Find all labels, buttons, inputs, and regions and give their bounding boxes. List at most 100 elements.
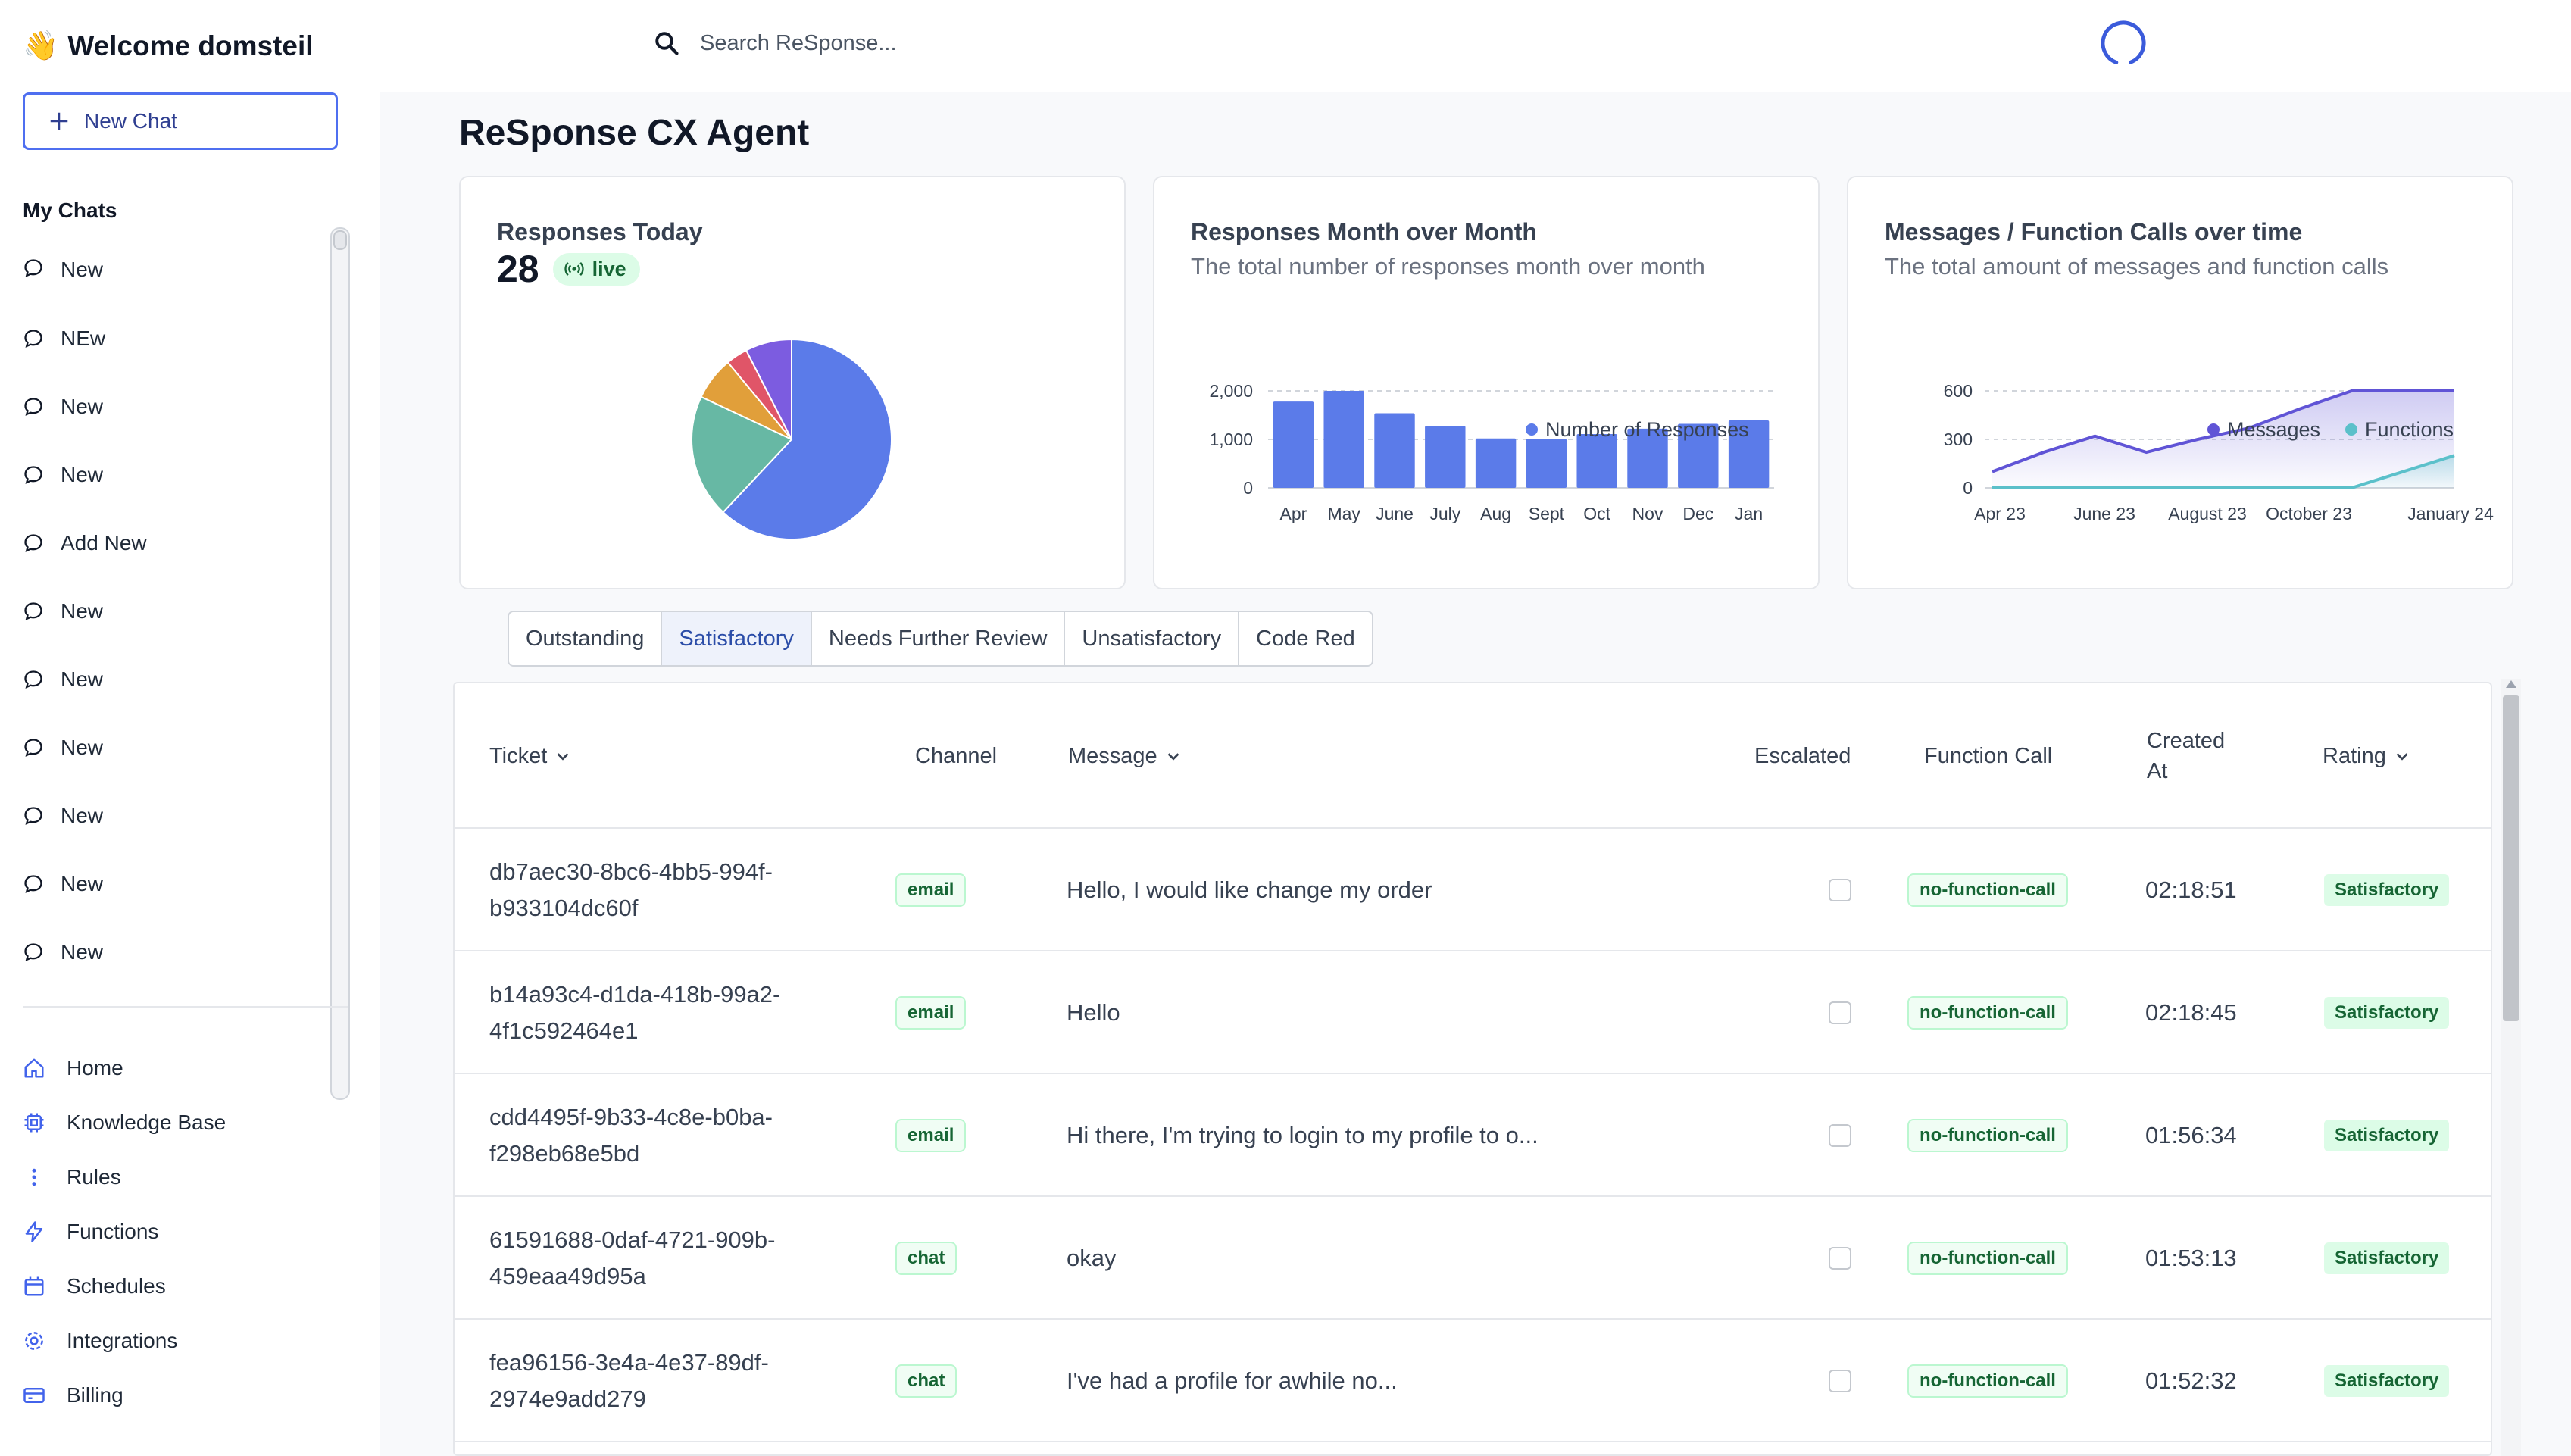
escalated-cell: [1829, 1320, 1851, 1442]
column-header-created-at: Created At: [2147, 683, 2225, 829]
y-tick-label: 1,000: [1209, 430, 1253, 449]
tab-unsatisfactory[interactable]: Unsatisfactory: [1065, 612, 1240, 665]
escalated-checkbox[interactable]: [1829, 1370, 1851, 1392]
tickets-table: Ticket Channel Message Escalated Functio…: [453, 682, 2492, 1456]
chat-list-item[interactable]: New: [23, 258, 326, 305]
x-tick-label: June 23: [2073, 504, 2135, 523]
responses-today-count-row: 28 live: [497, 247, 640, 291]
nav-item-knowledge-base[interactable]: Knowledge Base: [23, 1095, 226, 1150]
chevron-down-icon: [557, 753, 569, 761]
bar[interactable]: [1627, 428, 1668, 488]
bar[interactable]: [1374, 413, 1415, 488]
chat-list-item[interactable]: New: [23, 714, 326, 782]
bar[interactable]: [1425, 426, 1466, 488]
chat-list-item[interactable]: New: [23, 918, 326, 986]
ticket-id[interactable]: 61591688-0daf-4721-909b- 459eaa49d95a: [489, 1197, 823, 1320]
knowledge-base-icon: [24, 1113, 44, 1133]
bar[interactable]: [1728, 420, 1770, 488]
legend-swatch: [2345, 423, 2357, 436]
function-call-badge: no-function-call: [1907, 873, 2068, 907]
bar[interactable]: [1273, 401, 1314, 488]
chat-bubble-icon: [24, 875, 42, 893]
new-chat-button[interactable]: New Chat: [23, 92, 338, 150]
escalated-checkbox[interactable]: [1829, 1124, 1851, 1147]
tab-outstanding[interactable]: Outstanding: [509, 612, 663, 665]
tab-needs-further-review[interactable]: Needs Further Review: [811, 612, 1066, 665]
column-label: Escalated: [1754, 744, 1851, 768]
search-input[interactable]: [700, 30, 1230, 56]
escalated-checkbox[interactable]: [1829, 1247, 1851, 1270]
tab-satisfactory[interactable]: Satisfactory: [662, 612, 812, 665]
table-scroll-thumb[interactable]: [2503, 695, 2519, 1021]
ticket-id[interactable]: fea96156-3e4a-4e37-89df- 2974e9add279: [489, 1320, 823, 1442]
escalated-cell: [1829, 1074, 1851, 1197]
x-tick-label: Sept: [1529, 504, 1565, 523]
bar[interactable]: [1576, 433, 1617, 488]
sidebar: New Chat My Chats New NEw New New Add New New…: [0, 92, 380, 1456]
chat-list-item[interactable]: Add New: [23, 509, 326, 577]
x-tick-label: Dec: [1682, 504, 1713, 523]
card-title: Messages / Function Calls over time: [1885, 218, 2303, 245]
column-label: Rating: [2323, 744, 2386, 768]
home-icon: [24, 1058, 44, 1078]
x-tick-label: May: [1327, 504, 1360, 523]
escalated-checkbox[interactable]: [1829, 879, 1851, 901]
ticket-id[interactable]: db7aec30-8bc6-4bb5-994f-b933104dc60f: [489, 829, 823, 951]
pie-slice[interactable]: [722, 338, 892, 540]
chat-list-item[interactable]: New: [23, 441, 326, 509]
table-row[interactable]: cdd4495f-9b33-4c8e-b0ba-f298eb68e5bd emai…: [455, 1074, 2491, 1197]
search-icon: [655, 32, 679, 55]
ticket-id[interactable]: cdd4495f-9b33-4c8e-b0ba-f298eb68e5bd: [489, 1074, 823, 1197]
column-header-ticket[interactable]: Ticket: [489, 683, 571, 829]
column-label: At: [2147, 759, 2168, 783]
nav-label: Knowledge Base: [67, 1111, 226, 1134]
series-line[interactable]: [1992, 389, 2454, 473]
created-at-cell: 01:56:34: [2145, 1122, 2237, 1148]
chat-list-scrollbar[interactable]: [330, 227, 350, 1100]
column-header-message[interactable]: Message: [1068, 683, 1182, 829]
bar[interactable]: [1526, 439, 1567, 488]
ticket-id[interactable]: b14a93c4-d1da-418b-99a2- 4f1c592464e1: [489, 951, 823, 1074]
table-row[interactable]: b14a93c4-d1da-418b-99a2- 4f1c592464e1 emai…: [455, 951, 2491, 1074]
pie-slice[interactable]: [745, 338, 792, 440]
column-label: Function Call: [1924, 744, 2053, 768]
nav-item-home[interactable]: Home: [23, 1041, 226, 1095]
x-tick-label: January 24: [2407, 504, 2494, 523]
escalated-checkbox[interactable]: [1829, 1001, 1851, 1024]
tab-code-red[interactable]: Code Red: [1239, 612, 1372, 665]
pie-slice[interactable]: [691, 395, 793, 514]
rating-cell: Satisfactory: [2324, 951, 2450, 1074]
wave-icon: 👋: [23, 30, 59, 62]
nav-item-rules[interactable]: Rules: [23, 1150, 226, 1204]
scroll-up-arrow-icon[interactable]: [2506, 680, 2516, 688]
main-content: ReSponse CX Agent Responses Today 28 liv…: [380, 92, 2571, 1456]
table-row[interactable]: db7aec30-8bc6-4bb5-994f-b933104dc60f emai…: [455, 829, 2491, 951]
series-line[interactable]: [1992, 454, 2455, 489]
chat-list-scroll-thumb[interactable]: [333, 230, 347, 250]
chat-list-item[interactable]: New: [23, 850, 326, 918]
column-header-rating[interactable]: Rating: [2323, 683, 2410, 829]
chat-list-item[interactable]: New: [23, 577, 326, 645]
table-scrollbar[interactable]: [2501, 679, 2521, 1456]
table-row[interactable]: 61591688-0daf-4721-909b- 459eaa49d95a chat…: [455, 1197, 2491, 1320]
chat-list-item[interactable]: New: [23, 782, 326, 850]
function-call-cell: no-function-call: [1907, 829, 2068, 951]
bar[interactable]: [1475, 438, 1517, 488]
nav-item-functions[interactable]: Functions: [23, 1204, 226, 1259]
nav-item-schedules[interactable]: Schedules: [23, 1259, 226, 1314]
page-title: ReSponse CX Agent: [459, 113, 810, 153]
chat-list-item[interactable]: NEw: [23, 305, 326, 373]
function-call-badge: no-function-call: [1907, 1119, 2068, 1152]
function-call-badge: no-function-call: [1907, 1242, 2068, 1275]
search-bar[interactable]: [653, 23, 1335, 64]
nav-item-billing[interactable]: Billing: [23, 1368, 226, 1423]
bar[interactable]: [1323, 391, 1364, 488]
channel-cell: chat: [895, 1320, 957, 1442]
bar[interactable]: [1678, 423, 1719, 488]
nav-item-integrations[interactable]: Integrations: [23, 1314, 226, 1368]
chat-list-item[interactable]: New: [23, 373, 326, 441]
table-row[interactable]: fea96156-3e4a-4e37-89df- 2974e9add279 chat…: [455, 1320, 2491, 1442]
column-label: Message: [1068, 744, 1157, 768]
created-at-cell: 01:53:13: [2145, 1245, 2237, 1271]
chat-list-item[interactable]: New: [23, 645, 326, 714]
